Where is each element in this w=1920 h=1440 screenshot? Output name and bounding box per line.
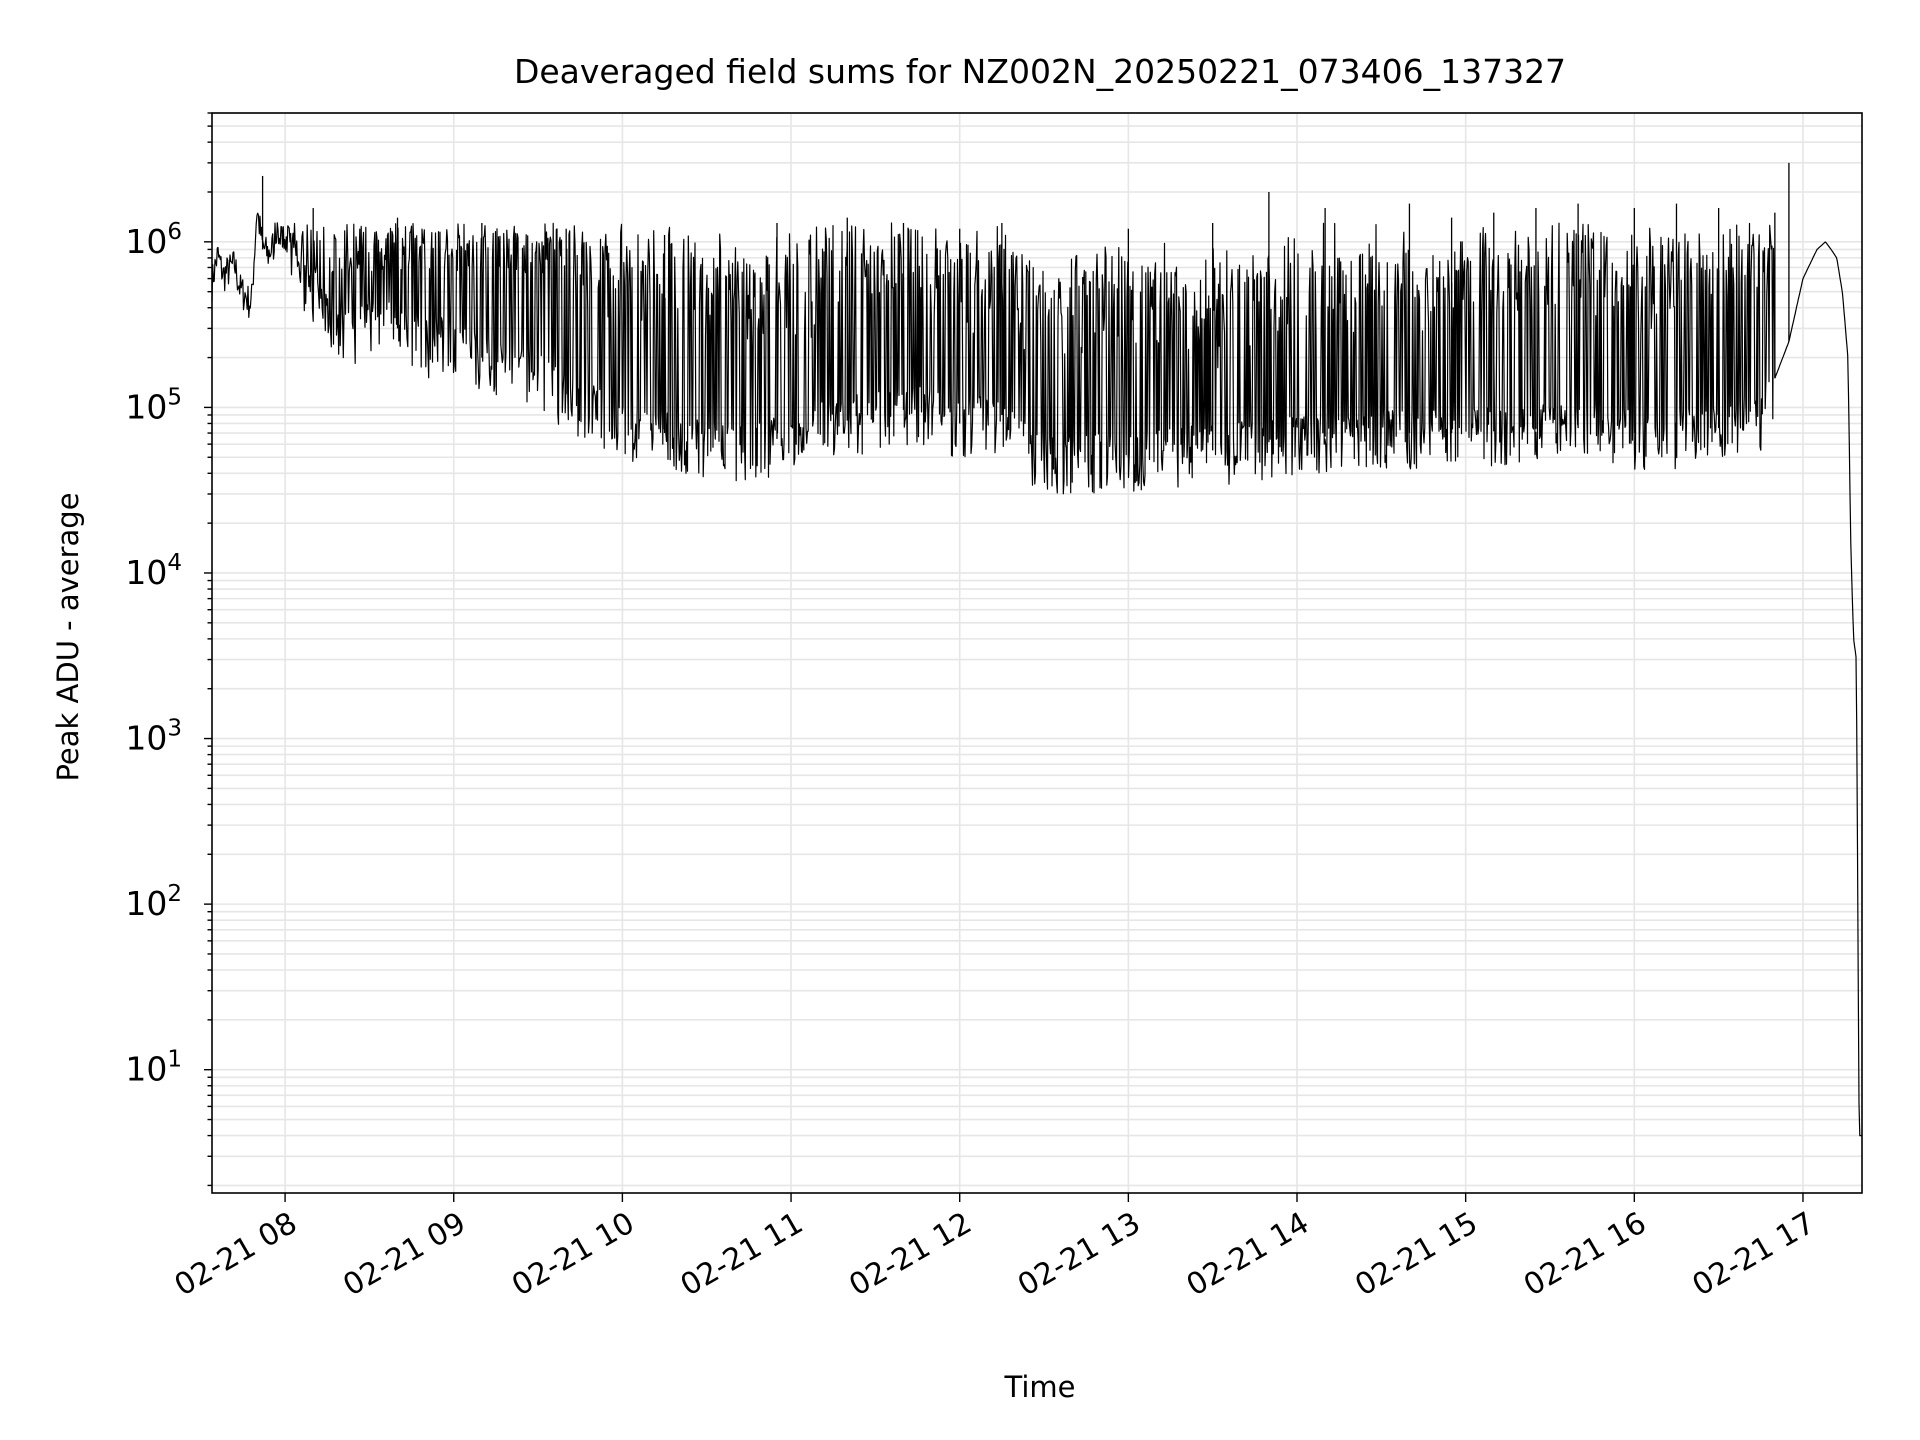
y-tick-label: 101 [125,1047,182,1089]
data-series-line [211,212,1862,1137]
data-layer [211,162,1862,1137]
y-tick-label: 104 [125,550,182,592]
x-axis-label: Time [1004,1370,1076,1404]
y-tick-label: 103 [125,716,182,758]
y-tick-label: 106 [125,219,182,261]
y-tick-label: 105 [125,384,182,426]
y-axis-label: Peak ADU - average [51,492,85,781]
chart-title: Deaveraged field sums for NZ002N_2025022… [514,52,1566,91]
axes-frame [211,112,1863,1194]
y-tick-label: 102 [125,881,182,923]
